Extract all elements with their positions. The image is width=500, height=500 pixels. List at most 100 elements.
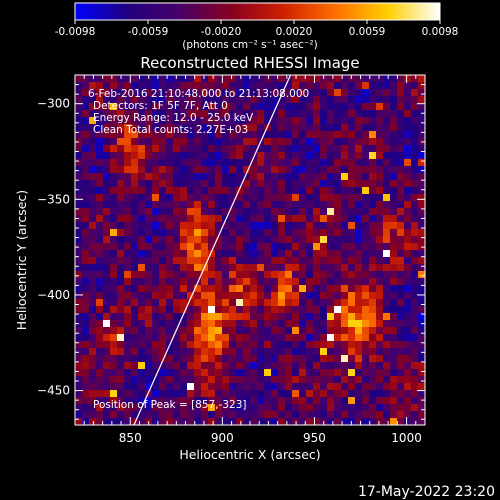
heatmap-cell xyxy=(145,376,153,384)
heatmap-cell xyxy=(117,131,125,139)
heatmap-cell xyxy=(215,411,223,419)
heatmap-cell xyxy=(75,383,83,391)
heatmap-cell xyxy=(187,236,195,244)
heatmap-cell xyxy=(208,82,216,90)
heatmap-cell xyxy=(313,138,321,146)
heatmap-cell xyxy=(194,285,202,293)
heatmap-cell xyxy=(383,145,391,153)
heatmap-cell xyxy=(320,264,328,272)
heatmap-cell xyxy=(180,320,188,328)
heatmap-cell xyxy=(341,138,349,146)
heatmap-cell xyxy=(145,145,153,153)
heatmap-cell xyxy=(131,152,139,160)
heatmap-cell xyxy=(355,334,363,342)
heatmap-cell xyxy=(75,75,83,83)
heatmap-cell xyxy=(334,194,342,202)
heatmap-cell xyxy=(362,341,370,349)
heatmap-cell xyxy=(313,327,321,335)
heatmap-cell xyxy=(110,299,118,307)
heatmap-cell xyxy=(229,376,237,384)
heatmap-cell xyxy=(271,264,279,272)
heatmap-cell xyxy=(243,369,251,377)
heatmap-cell xyxy=(362,264,370,272)
heatmap-cell xyxy=(327,383,335,391)
heatmap-cell xyxy=(215,355,223,363)
heatmap-cell xyxy=(278,152,286,160)
heatmap-cell xyxy=(348,96,356,104)
heatmap-cell xyxy=(89,145,97,153)
heatmap-cell xyxy=(271,89,279,97)
heatmap-cell xyxy=(369,362,377,370)
heatmap-cell xyxy=(313,383,321,391)
heatmap-cell xyxy=(369,376,377,384)
heatmap-cell xyxy=(418,397,425,405)
heatmap-cell xyxy=(215,271,223,279)
heatmap-cell xyxy=(236,362,244,370)
heatmap-cell xyxy=(131,341,139,349)
heatmap-cell xyxy=(306,250,314,258)
heatmap-cell xyxy=(194,271,202,279)
heatmap-cell xyxy=(264,390,272,398)
heatmap-cell xyxy=(348,117,356,125)
heatmap-cell xyxy=(131,369,139,377)
heatmap-cell xyxy=(222,152,230,160)
heatmap-cell xyxy=(411,362,419,370)
heatmap-cell xyxy=(173,229,181,237)
heatmap-cell xyxy=(404,180,412,188)
heatmap-cell xyxy=(278,278,286,286)
heatmap-cell xyxy=(110,285,118,293)
heatmap-cell xyxy=(236,285,244,293)
heatmap-cell xyxy=(383,215,391,223)
heatmap-cell xyxy=(124,152,132,160)
heatmap-cell xyxy=(243,124,251,132)
heatmap-cell xyxy=(96,243,104,251)
heatmap-cell xyxy=(75,369,83,377)
heatmap-cell xyxy=(397,222,405,230)
heatmap-cell xyxy=(404,341,412,349)
heatmap-cell xyxy=(376,82,384,90)
heatmap-cell xyxy=(299,320,307,328)
heatmap-cell xyxy=(187,124,195,132)
heatmap-cell xyxy=(89,117,97,125)
heatmap-cell xyxy=(229,404,237,412)
heatmap-cell xyxy=(397,138,405,146)
heatmap-cell xyxy=(313,173,321,181)
heatmap-cell xyxy=(348,222,356,230)
heatmap-cell xyxy=(348,187,356,195)
heatmap-cell xyxy=(418,369,425,377)
heatmap-cell xyxy=(215,278,223,286)
heatmap-cell xyxy=(187,215,195,223)
heatmap-cell xyxy=(103,313,111,321)
heatmap-cell xyxy=(271,110,279,118)
heatmap-cell xyxy=(159,320,167,328)
heatmap-cell xyxy=(411,264,419,272)
heatmap-cell xyxy=(285,222,293,230)
heatmap-cell xyxy=(376,313,384,321)
heatmap-cell xyxy=(110,124,118,132)
heatmap-cell xyxy=(306,96,314,104)
heatmap-cell xyxy=(369,89,377,97)
heatmap-cell xyxy=(383,138,391,146)
heatmap-cell xyxy=(411,152,419,160)
heatmap-cell xyxy=(327,187,335,195)
heatmap-cell xyxy=(285,173,293,181)
heatmap-cell xyxy=(271,187,279,195)
heatmap-cell xyxy=(201,250,209,258)
heatmap-cell xyxy=(264,166,272,174)
heatmap-cell xyxy=(390,243,398,251)
heatmap-cell xyxy=(229,138,237,146)
heatmap-cell xyxy=(418,264,425,272)
heatmap-cell xyxy=(208,159,216,167)
heatmap-cell xyxy=(152,75,160,83)
y-tick-label: −350 xyxy=(37,192,70,206)
heatmap-cell xyxy=(96,299,104,307)
heatmap-cell xyxy=(173,180,181,188)
heatmap-cell xyxy=(208,257,216,265)
heatmap-cell xyxy=(131,173,139,181)
heatmap-cell xyxy=(201,320,209,328)
heatmap-cell xyxy=(82,292,90,300)
heatmap-cell xyxy=(348,166,356,174)
heatmap-cell xyxy=(299,390,307,398)
heatmap-cell xyxy=(152,96,160,104)
heatmap-cell xyxy=(292,271,300,279)
